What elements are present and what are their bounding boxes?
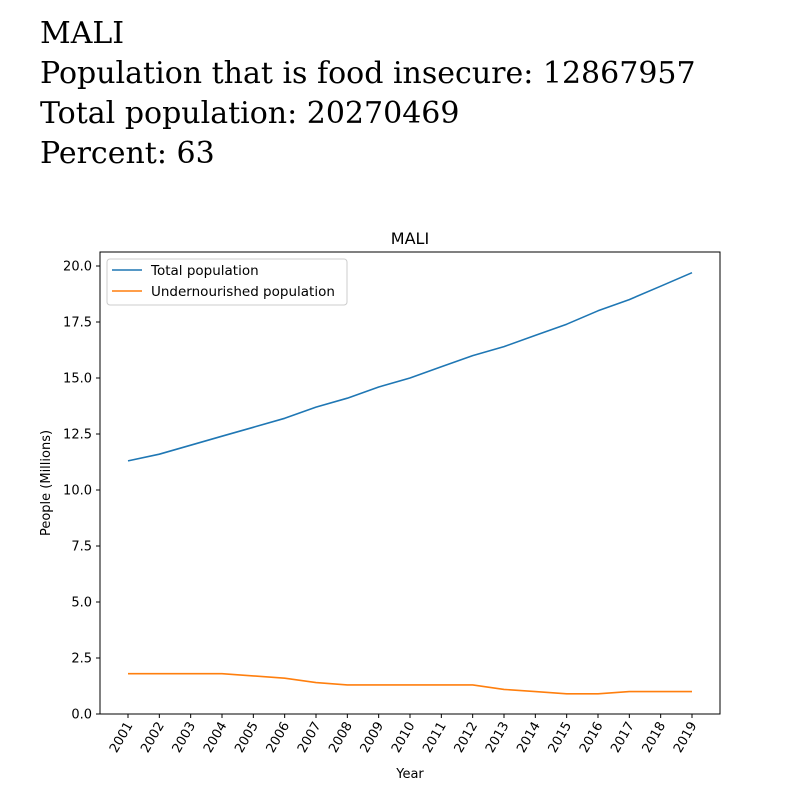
x-tick-label: 2010 [389, 720, 419, 756]
y-tick-label: 5.0 [71, 596, 92, 611]
x-tick-label: 2003 [170, 720, 200, 756]
series-lines [127, 271, 693, 695]
x-tick-label: 2016 [577, 720, 607, 756]
y-tick-label: 17.5 [63, 316, 92, 331]
summary-header: MALI Population that is food insecure: 1… [40, 14, 696, 174]
y-tick-label: 10.0 [63, 484, 92, 499]
y-tick-label: 20.0 [63, 260, 92, 275]
legend: Total population Undernourished populatio… [106, 258, 348, 306]
x-tick-label: 2001 [107, 720, 137, 756]
y-tick-label: 0.0 [71, 708, 92, 723]
x-tick-label: 2019 [671, 720, 701, 756]
x-tick-label: 2015 [546, 720, 576, 756]
y-tick-label: 12.5 [63, 428, 92, 443]
x-tick-label: 2017 [608, 720, 638, 756]
x-tick-label: 2009 [358, 720, 388, 756]
x-tick-label: 2012 [452, 720, 482, 756]
chart-title: MALI [391, 229, 429, 248]
food-insecure-line: Population that is food insecure: 128679… [40, 56, 696, 91]
x-tick-label: 2013 [483, 720, 513, 756]
x-tick-label: 2014 [514, 720, 544, 756]
x-tick-label: 2004 [201, 720, 231, 756]
legend-box [106, 258, 348, 306]
y-tick-label: 7.5 [71, 540, 92, 555]
country-name: MALI [40, 16, 125, 51]
y-tick-label: 2.5 [71, 652, 92, 667]
x-tick-label: 2011 [420, 720, 450, 756]
x-tick-label: 2005 [232, 720, 262, 756]
x-tick-label: 2008 [326, 720, 356, 756]
plot-frame [99, 251, 721, 715]
y-tick-label: 15.0 [63, 372, 92, 387]
legend-label: Total population [150, 263, 259, 279]
x-axis: 2001 2002 2003 2004 2005 2006 2007 2008 2009 2010… [107, 714, 701, 756]
series-line-0 [127, 271, 693, 462]
x-axis-label: Year [395, 767, 424, 782]
x-tick-label: 2007 [295, 720, 325, 756]
percent-line: Percent: 63 [40, 136, 215, 171]
legend-label: Undernourished population [151, 284, 335, 300]
y-axis: 0.0 2.5 5.0 7.5 10.0 12.5 15.0 17.5 20.0 [63, 260, 100, 723]
x-tick-label: 2006 [264, 720, 294, 756]
x-tick-label: 2018 [640, 720, 670, 756]
series-line-1 [128, 672, 692, 695]
x-tick-label: 2002 [138, 720, 168, 756]
total-population-line: Total population: 20270469 [40, 96, 460, 131]
y-axis-label: People (Millions) [39, 430, 54, 536]
